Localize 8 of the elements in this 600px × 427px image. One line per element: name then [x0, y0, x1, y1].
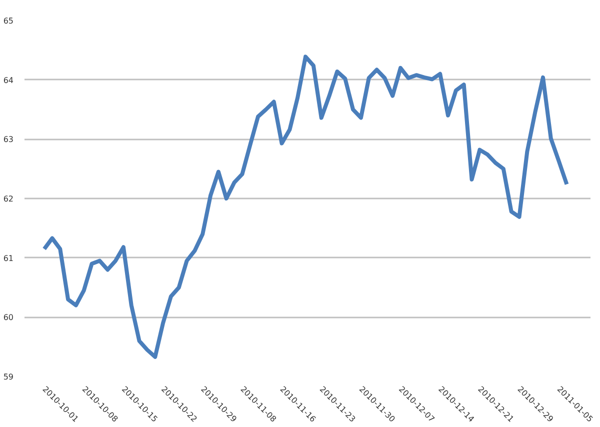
y-tick-label: 62	[3, 194, 14, 204]
y-tick-label: 59	[3, 372, 14, 382]
y-tick-label: 63	[3, 135, 14, 144]
line-series	[42, 54, 569, 359]
y-tick-label: 61	[3, 254, 14, 263]
y-tick-label: 64	[3, 76, 14, 85]
y-tick-label: 60	[3, 313, 14, 322]
y-tick-label: 65	[3, 16, 14, 26]
